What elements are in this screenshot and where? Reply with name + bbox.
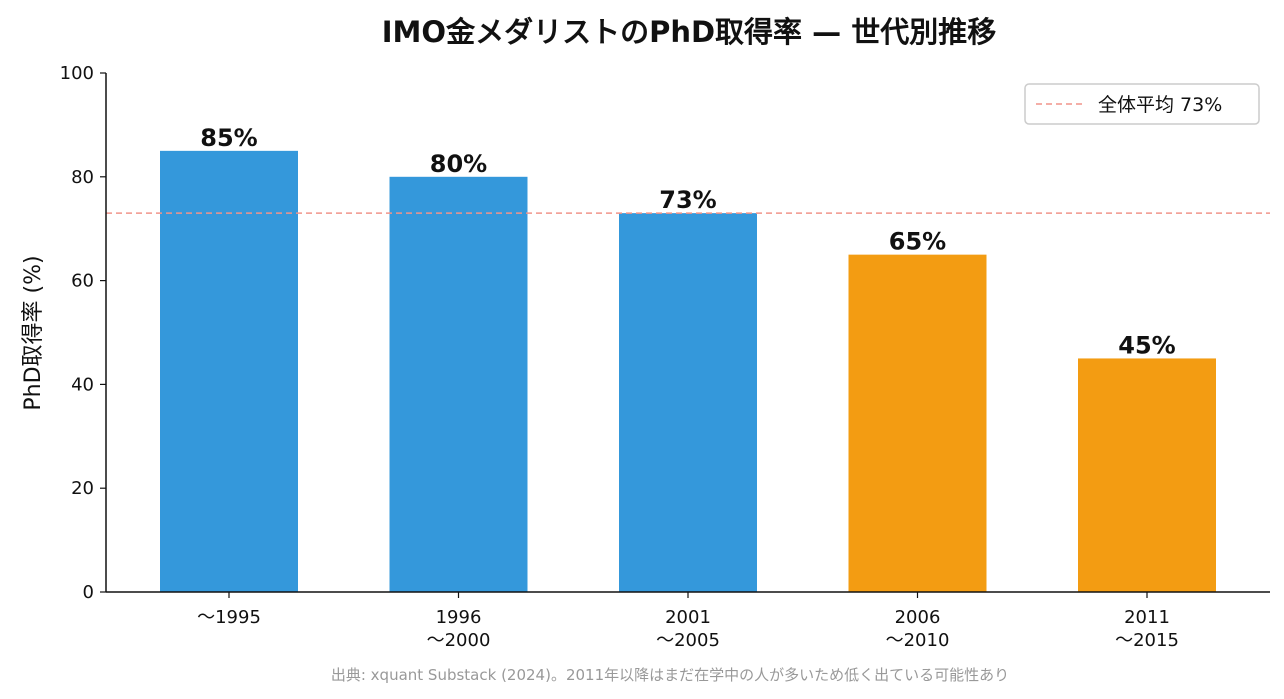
legend: 全体平均 73%	[1024, 83, 1260, 125]
bar-value-label-2: 80%	[430, 150, 487, 178]
bar-5	[1078, 358, 1216, 592]
y-tick-label: 20	[71, 478, 94, 499]
bar-value-label-4: 65%	[889, 228, 946, 256]
x-tick-label: 〜2015	[1115, 630, 1179, 651]
bar-value-label-3: 73%	[659, 186, 716, 214]
bar-3	[619, 213, 757, 592]
chart-title: IMO金メダリストのPhD取得率 — 世代別推移	[382, 15, 996, 49]
x-tick-label: 2011	[1124, 607, 1170, 628]
y-tick-label: 0	[83, 582, 94, 603]
y-tick-label: 80	[71, 167, 94, 188]
x-axis: 〜1995 1996〜2000 2001〜2005 2006〜2010 2011〜201…	[106, 591, 1270, 651]
legend-box	[1024, 83, 1260, 125]
bar-2	[389, 176, 528, 593]
x-tick-label: 〜2010	[886, 630, 950, 651]
x-tick-label: 1996	[436, 607, 482, 628]
y-tick-label: 40	[71, 374, 94, 395]
x-tick-label: 2001	[665, 607, 711, 628]
bar-4	[848, 254, 987, 592]
bar-1	[160, 150, 298, 592]
source-note: 出典: xquant Substack (2024)。2011年以降はまだ在学中…	[331, 666, 1009, 684]
y-axis: 0 20 40 60 80 100	[60, 63, 107, 603]
x-tick-label: 2006	[895, 607, 941, 628]
x-tick-label: 〜2005	[656, 630, 720, 651]
y-axis-label: PhD取得率 (%)	[21, 255, 46, 410]
legend-label: 全体平均 73%	[1098, 94, 1222, 116]
x-tick-label: 〜1995	[197, 607, 261, 628]
y-tick-label: 60	[71, 271, 94, 292]
bar-value-label-1: 85%	[200, 124, 257, 152]
bar-value-label-5: 45%	[1118, 331, 1175, 359]
x-tick-label: 〜2000	[427, 630, 491, 651]
y-tick-label: 100	[60, 63, 94, 84]
plot-area: 85% 80% 73% 65% 45%	[106, 124, 1270, 593]
